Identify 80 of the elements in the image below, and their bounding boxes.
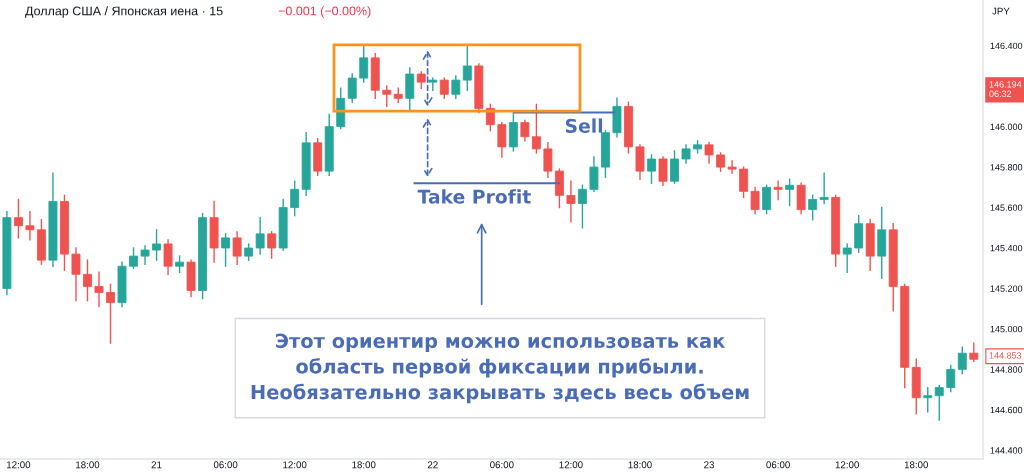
candlestick [232,231,242,265]
candlestick [934,384,944,421]
candlestick [382,85,392,108]
candlestick [704,142,714,164]
text: JPY [992,7,1010,15]
candlestick [647,154,656,184]
candlestick [71,247,81,302]
candlestick [819,172,829,205]
x-tick-label: 12:00 [559,461,583,469]
candlestick [543,142,553,178]
annotation: Take Profit [417,189,531,204]
chart-title: Доллар США / Японская иена · 15 [25,6,223,18]
candlestick [83,259,92,302]
candlestick [785,178,795,207]
candlestick [347,73,357,104]
y-tick-label: 145.800 [990,164,1023,171]
candlestick [670,150,679,184]
candlestick [773,180,783,201]
text: 146.194 06:32 [989,81,1022,98]
x-tick-label: 12:00 [6,461,31,469]
candlestick [152,229,161,261]
candlestick [451,75,461,100]
candlestick [94,271,104,308]
candlestick [129,247,138,269]
x-tick-label: 18:00 [904,461,929,469]
candlestick [497,121,507,158]
candlestick [267,231,277,259]
candlestick [106,283,115,344]
x-tick-label: 06:00 [213,461,238,469]
y-tick-label: 145.000 [990,325,1023,333]
candlestick [681,144,691,164]
candlestick [946,364,956,393]
chart-subtitle: −0.001 (−0.00%) [278,6,371,18]
candlestick [25,210,35,241]
candlestick [531,103,541,154]
x-tick-label: 23 [704,461,715,469]
candlestick [255,216,265,255]
candlestick [957,346,967,375]
annotation: Этот ориентир можно использовать как область первой фиксации прибыли. Необязательно закрывать здесь весь объем [251,333,749,404]
annotation: Sell [565,118,603,133]
candlestick [762,184,772,215]
x-tick-label: 06:00 [766,461,790,469]
candlestick [439,77,449,100]
candlestick [566,180,576,223]
y-tick-label: 146.400 [990,42,1023,50]
y-tick-label: 144.600 [990,406,1023,414]
y-tick-label: 145.600 [990,204,1023,211]
candlestick [163,239,173,276]
candlestick [750,186,760,215]
candlestick [716,152,726,172]
text: 144.853 [989,352,1022,359]
candlestick [290,180,300,217]
candlestick [842,243,852,273]
y-tick-label: 144.800 [990,366,1023,373]
candlestick [221,233,231,267]
x-tick-label: 18:00 [352,461,376,469]
candlestick [589,156,599,193]
candlestick [520,119,530,142]
candlestick [658,156,668,186]
x-tick-label: 18:00 [628,461,652,469]
candlestick [923,386,933,413]
x-tick-label: 21 [151,461,162,469]
candlestick [140,245,150,265]
x-tick-label: 22 [427,461,438,469]
candlestick [462,45,472,91]
candlestick [808,194,818,221]
y-tick-label: 144.400 [990,447,1023,454]
candlestick [969,342,979,362]
x-tick-label: 06:00 [490,461,514,469]
x-tick-label: 12:00 [835,461,859,469]
x-tick-label: 18:00 [76,461,100,469]
candlestick [13,198,23,239]
x-tick-label: 12:00 [283,461,307,469]
y-tick-label: 145.200 [990,285,1023,292]
candlestick [359,45,369,83]
y-tick-label: 146.000 [990,123,1023,130]
y-tick-label: 145.400 [990,244,1023,252]
candlestick [727,160,737,174]
candlestick [739,166,749,199]
candlestick [577,184,587,229]
